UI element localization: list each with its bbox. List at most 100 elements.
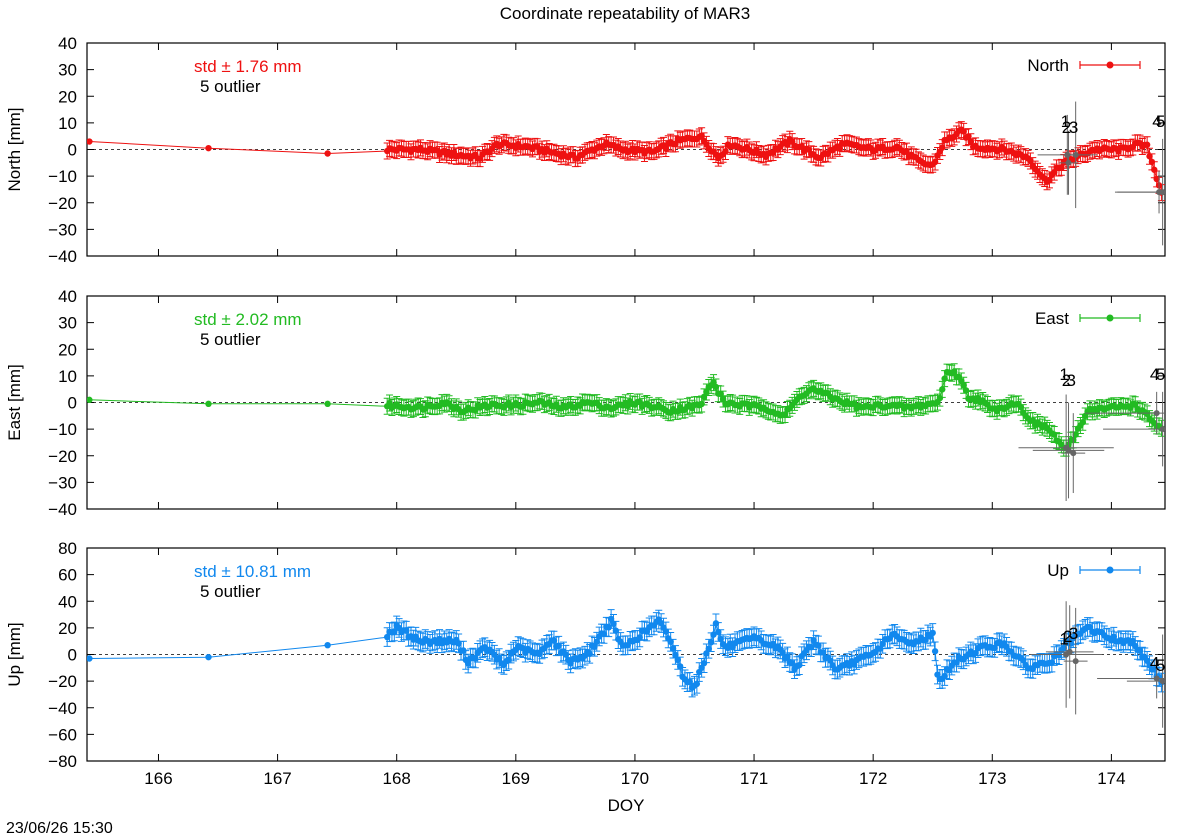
data-point (779, 649, 786, 656)
plot-area (87, 601, 1165, 728)
outlier-label: 1 (1059, 365, 1068, 384)
y-tick-label: 10 (58, 114, 77, 133)
data-point (324, 400, 331, 408)
x-tick-label: 166 (144, 769, 172, 788)
data-point (593, 638, 601, 645)
y-tick-label: 0 (68, 394, 77, 413)
data-point (87, 138, 93, 145)
data-point (600, 630, 608, 638)
data-point (1146, 153, 1153, 160)
data-point (1129, 637, 1137, 645)
y-tick-label: −20 (48, 447, 77, 466)
legend-label: North (1027, 56, 1069, 75)
data-point (495, 654, 503, 662)
data-point (550, 637, 558, 644)
footer-timestamp: 23/06/26 15:30 (6, 820, 113, 837)
outlier-point (1159, 426, 1165, 433)
y-tick-label: 60 (58, 566, 77, 585)
y-tick-label: −20 (48, 194, 77, 213)
outlier-count-text: 5 outlier (200, 582, 261, 601)
y-tick-label: 30 (58, 314, 77, 333)
data-point (705, 645, 712, 652)
data-point (391, 628, 398, 635)
outlier-label: 5 (1156, 656, 1165, 675)
data-point (950, 368, 958, 375)
data-point (1060, 644, 1067, 652)
outlier-label: 1 (1061, 112, 1070, 131)
panel-east: −40 −30 −20 −10 0 10 20 30 40 East [mm] 123 45 std ±… (5, 287, 1166, 519)
data-point (403, 627, 410, 634)
outlier-label: 4 (1150, 365, 1159, 384)
outlier-point (1159, 678, 1165, 685)
data-point (953, 659, 960, 666)
y-tick-label: −40 (48, 247, 77, 266)
x-tick-label: 167 (263, 769, 291, 788)
data-point (712, 620, 720, 627)
outlier-point (1065, 447, 1072, 454)
data-point (877, 645, 884, 652)
data-point (672, 140, 679, 147)
data-point (607, 615, 615, 623)
outlier-count-text: 5 outlier (200, 330, 261, 349)
x-tick-label: 173 (978, 769, 1006, 788)
y-tick-label: 40 (58, 592, 77, 611)
data-point (324, 641, 331, 649)
y-tick-label: 0 (68, 141, 77, 160)
outlier-point (1066, 648, 1073, 655)
data-point (383, 633, 391, 641)
data-point (324, 150, 331, 157)
data-point (922, 636, 929, 644)
outlier-label: 2 (1063, 627, 1072, 646)
x-tick-label: 171 (740, 769, 768, 788)
y-tick-label: 20 (58, 87, 77, 106)
outlier-point (1153, 675, 1160, 682)
std-text: std ± 10.81 mm (194, 562, 311, 581)
data-point (1048, 659, 1056, 666)
y-tick-label: −60 (48, 725, 77, 744)
std-text: std ± 2.02 mm (194, 310, 302, 329)
y-tick-label: −30 (48, 220, 77, 239)
data-point (808, 644, 815, 651)
data-point (1136, 647, 1144, 654)
y-tick-label: −10 (48, 167, 77, 186)
data-point (1110, 633, 1117, 640)
data-point (965, 133, 972, 140)
data-point (662, 628, 670, 635)
data-point (555, 642, 562, 649)
data-point (784, 653, 791, 660)
data-point (819, 649, 827, 656)
data-point (586, 650, 593, 658)
y-tick-label: 80 (58, 539, 77, 558)
data-point (87, 655, 93, 662)
data-point (667, 638, 674, 645)
outlier-label: 1 (1059, 630, 1068, 649)
outlier-point (1153, 410, 1160, 417)
data-point (1058, 164, 1065, 171)
y-tick-label: −40 (48, 500, 77, 519)
outlier-label: 4 (1152, 112, 1161, 131)
std-text: std ± 1.76 mm (194, 57, 302, 76)
data-point (931, 648, 939, 655)
x-tick-label: 169 (502, 769, 530, 788)
data-point (827, 657, 834, 664)
y-tick-label: 40 (58, 287, 77, 306)
data-point (605, 624, 612, 631)
outlier-point (1072, 151, 1079, 158)
data-point (464, 660, 472, 667)
outlier-label: 3 (1069, 118, 1078, 137)
data-point (472, 655, 479, 662)
y-tick-label: 30 (58, 61, 77, 80)
outlier-label: 5 (1156, 365, 1165, 384)
data-point (700, 660, 708, 667)
legend-label: East (1035, 309, 1069, 328)
y-tick-label: 0 (68, 646, 77, 665)
x-tick-label: 170 (621, 769, 649, 788)
chart-title: Coordinate repeatability of MAR3 (499, 4, 751, 23)
data-point (815, 642, 822, 649)
data-point (715, 628, 722, 636)
plot-area (87, 101, 1165, 246)
data-point (1143, 141, 1151, 148)
x-tick-label: 172 (859, 769, 887, 788)
data-point (939, 386, 946, 393)
